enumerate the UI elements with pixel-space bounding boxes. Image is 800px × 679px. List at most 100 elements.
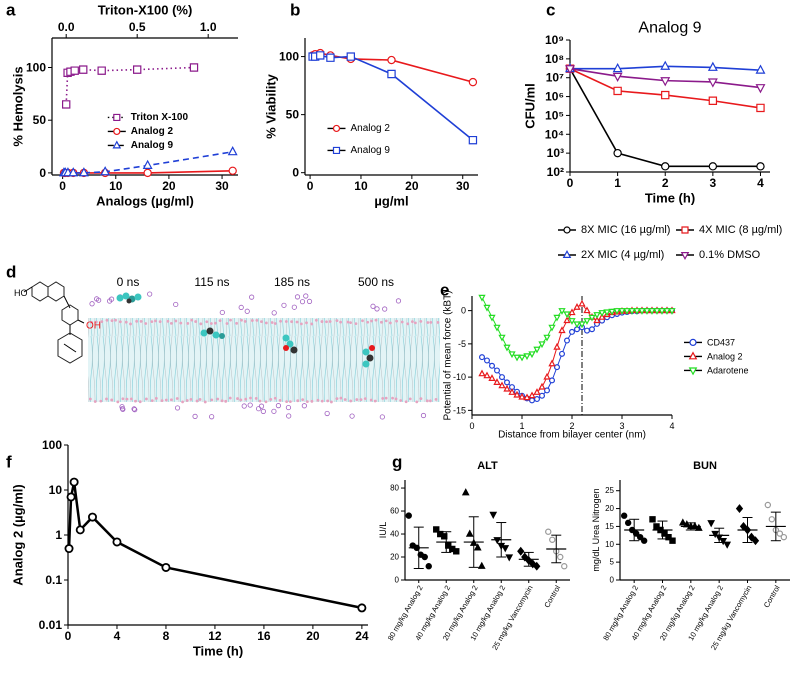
y-tick-label: 10⁶ xyxy=(545,90,564,104)
ion xyxy=(238,304,244,311)
marker xyxy=(478,369,486,377)
marker xyxy=(583,318,591,325)
marker xyxy=(501,545,510,553)
head-group xyxy=(406,322,410,326)
membrane-lipids xyxy=(88,318,440,402)
marker xyxy=(453,548,460,555)
ion xyxy=(147,291,153,297)
head-group xyxy=(299,322,303,326)
marker xyxy=(620,512,628,519)
x-tick-label: Control xyxy=(542,583,562,609)
head-group xyxy=(105,397,108,401)
y-axis-label: Potential of mean force (kBT) xyxy=(443,290,454,420)
ion xyxy=(395,298,402,304)
marker xyxy=(508,388,516,395)
ion xyxy=(281,302,287,308)
head-group xyxy=(258,399,262,403)
marker xyxy=(132,65,142,74)
head-group xyxy=(361,319,364,323)
marker xyxy=(66,492,76,502)
y-tick-label: 100 xyxy=(279,50,299,64)
x-tick-label: 3 xyxy=(710,176,717,190)
head-group xyxy=(116,400,120,404)
head-group xyxy=(220,399,224,403)
marker xyxy=(603,309,611,317)
marker xyxy=(468,77,478,87)
y-tick-label: 5 xyxy=(610,558,615,567)
marker xyxy=(573,321,581,329)
legend-label: Analog 9 xyxy=(350,145,390,156)
marker xyxy=(633,308,641,315)
head-group xyxy=(218,319,222,323)
y-axis-label: mg/dL Urea Nitrogen xyxy=(591,488,601,571)
head-group xyxy=(379,320,383,324)
ion xyxy=(108,296,115,302)
head-group xyxy=(346,320,350,324)
ion xyxy=(291,304,297,310)
marker xyxy=(780,533,788,541)
marker xyxy=(143,168,152,178)
head-group xyxy=(264,400,268,404)
molecule xyxy=(282,334,298,354)
marker xyxy=(636,533,644,541)
legend-marker xyxy=(563,226,571,234)
y-axis-label: IU/L xyxy=(378,522,388,539)
head-group xyxy=(90,320,93,324)
legend-marker xyxy=(113,127,121,136)
marker xyxy=(568,328,575,335)
chart-title: ALT xyxy=(477,460,498,472)
head-group xyxy=(88,397,92,401)
marker xyxy=(553,342,561,350)
head-groups xyxy=(88,291,440,420)
head-group xyxy=(134,399,137,403)
ion xyxy=(271,408,277,414)
head-group xyxy=(355,398,359,401)
head-group xyxy=(129,322,132,326)
ion xyxy=(247,402,253,408)
head-group xyxy=(150,320,154,324)
marker xyxy=(498,334,506,342)
panel-label: g xyxy=(392,453,402,472)
head-group xyxy=(330,400,333,404)
head-group xyxy=(174,319,178,323)
y-tick-label: 10 xyxy=(605,540,614,549)
head-group xyxy=(105,318,109,322)
head-group xyxy=(369,398,373,402)
ion xyxy=(349,413,355,419)
legend-marker xyxy=(680,252,690,261)
y-tick-label: 10⁵ xyxy=(545,108,564,122)
marker xyxy=(588,326,595,333)
head-group xyxy=(225,322,229,325)
marker xyxy=(479,354,486,361)
marker xyxy=(558,326,566,334)
head-group xyxy=(326,399,330,403)
x-tick-label: 1 xyxy=(519,421,524,431)
ion xyxy=(258,403,265,409)
head-group xyxy=(316,398,320,402)
legend-label: CD437 xyxy=(707,337,735,347)
legend-marker xyxy=(688,351,698,360)
marker xyxy=(161,562,171,572)
head-group xyxy=(100,320,104,324)
y-tick-label: 0 xyxy=(395,576,400,585)
marker xyxy=(68,167,79,177)
legend-marker xyxy=(112,140,122,149)
head-group xyxy=(199,322,203,326)
head-group xyxy=(354,322,358,326)
head-group xyxy=(110,398,114,402)
legend-label: Triton X-100 xyxy=(131,112,189,123)
head-group xyxy=(198,398,202,401)
legend-label: 0.1% DMSO xyxy=(699,249,761,261)
ion xyxy=(275,403,282,409)
marker xyxy=(583,327,590,334)
marker xyxy=(518,392,526,400)
marker xyxy=(723,541,732,549)
ion xyxy=(374,306,380,312)
time-label: 500 ns xyxy=(358,275,394,289)
head-group xyxy=(288,400,292,403)
marker xyxy=(613,148,622,158)
marker xyxy=(558,308,566,315)
marker xyxy=(488,374,496,381)
x-tick-label: 0 xyxy=(59,179,66,193)
x-tick-label: 0 xyxy=(567,176,574,190)
